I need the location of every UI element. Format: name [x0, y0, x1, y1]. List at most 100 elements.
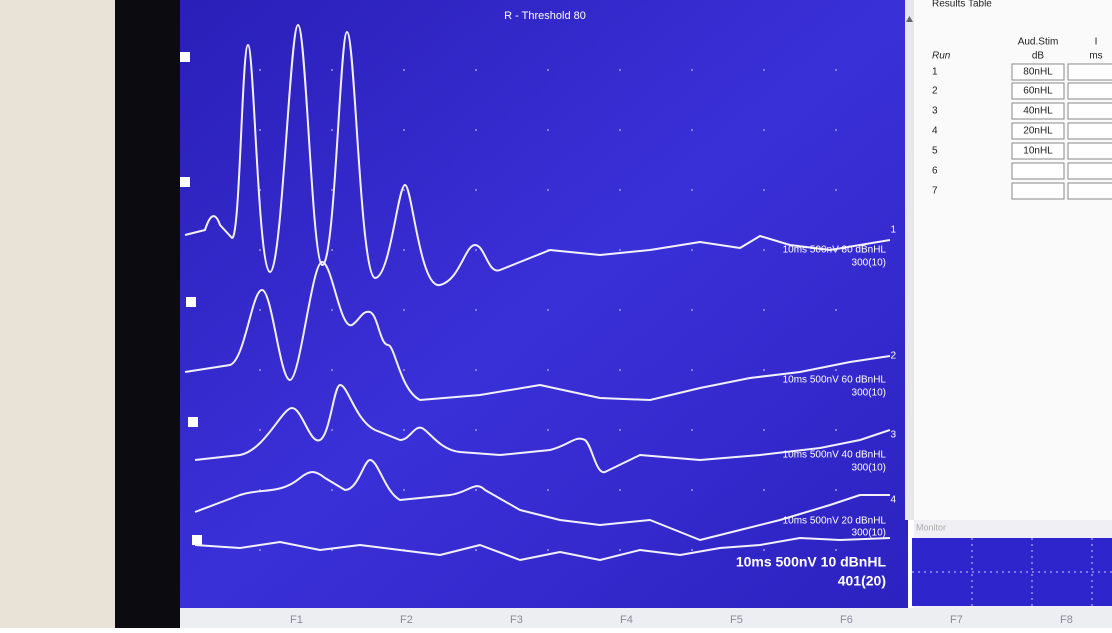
- grid-dot: [763, 129, 765, 131]
- cell: [1012, 183, 1064, 199]
- page: {"plot": {"title": "R - Threshold 80", "…: [0, 0, 1112, 628]
- grid-dot: [331, 189, 333, 191]
- grid-dot: [835, 489, 837, 491]
- grid-dot: [547, 129, 549, 131]
- grid-dot: [763, 429, 765, 431]
- grid-dot: [331, 369, 333, 371]
- grid-dot: [835, 369, 837, 371]
- function-key[interactable]: F5: [730, 614, 743, 626]
- grid-dot: [259, 429, 261, 431]
- grid-dot: [691, 129, 693, 131]
- grid-dot: [475, 489, 477, 491]
- grid-dot: [403, 309, 405, 311]
- grid-dot: [475, 549, 477, 551]
- grid-dot: [547, 309, 549, 311]
- grid-dot: [475, 429, 477, 431]
- results-title: Results Table: [932, 0, 992, 10]
- cell: [1068, 123, 1112, 139]
- grid-dot: [331, 489, 333, 491]
- stim-value: 60nHL: [1023, 86, 1053, 97]
- grid-dot: [763, 489, 765, 491]
- trace-label: 10ms 500nV 80 dBnHL: [783, 245, 887, 256]
- trace-count: 300(10): [852, 528, 886, 539]
- column-unit: ms: [1089, 51, 1102, 62]
- wall: [0, 0, 120, 628]
- grid-dot: [835, 309, 837, 311]
- run-number: 2: [932, 86, 938, 97]
- grid-dot: [547, 369, 549, 371]
- monitor-title: Monitor: [916, 522, 946, 532]
- grid-dot: [763, 69, 765, 71]
- grid-dot: [619, 69, 621, 71]
- grid-dot: [547, 489, 549, 491]
- cell: [1068, 64, 1112, 80]
- grid-dot: [403, 69, 405, 71]
- grid-dot: [331, 429, 333, 431]
- stim-value: 80nHL: [1023, 67, 1053, 78]
- trace-label: 10ms 500nV 40 dBnHL: [783, 450, 887, 461]
- stim-value: 40nHL: [1023, 106, 1053, 117]
- trace-number: 4: [890, 495, 896, 506]
- function-key[interactable]: F3: [510, 614, 523, 626]
- column-unit: dB: [1032, 51, 1045, 62]
- grid-dot: [619, 129, 621, 131]
- grid-dot: [403, 489, 405, 491]
- grid-dot: [691, 69, 693, 71]
- bezel: [115, 0, 185, 628]
- trace-number: 2: [890, 351, 896, 362]
- grid-dot: [763, 249, 765, 251]
- grid-dot: [835, 429, 837, 431]
- trace-label: 10ms 500nV 60 dBnHL: [783, 375, 887, 386]
- grid-dot: [259, 309, 261, 311]
- grid-dot: [547, 429, 549, 431]
- grid-dot: [475, 309, 477, 311]
- grid-dot: [619, 549, 621, 551]
- grid-dot: [619, 309, 621, 311]
- screen-photo: R - Threshold 80 1 10ms 500nV 80 dBnHL 3…: [0, 0, 1112, 628]
- column-header: I: [1095, 37, 1098, 48]
- trace-count: 300(10): [852, 388, 886, 399]
- function-key[interactable]: F1: [290, 614, 303, 626]
- run-number: 6: [932, 166, 938, 177]
- scrollbar[interactable]: [905, 0, 914, 520]
- cell: [1012, 163, 1064, 179]
- grid-dot: [475, 249, 477, 251]
- cell: [1068, 163, 1112, 179]
- run-number: 1: [932, 67, 938, 78]
- function-key[interactable]: F7: [950, 614, 963, 626]
- grid-dot: [403, 369, 405, 371]
- trace-number: 1: [890, 225, 896, 236]
- plot-title: R - Threshold 80: [504, 10, 586, 22]
- grid-dot: [763, 309, 765, 311]
- grid-dot: [403, 129, 405, 131]
- grid-dot: [835, 189, 837, 191]
- function-key[interactable]: F8: [1060, 614, 1073, 626]
- grid-dot: [619, 189, 621, 191]
- grid-dot: [691, 489, 693, 491]
- run-number: 7: [932, 186, 938, 197]
- grid-dot: [763, 369, 765, 371]
- function-key[interactable]: F4: [620, 614, 633, 626]
- trace-label: 10ms 500nV 10 dBnHL: [736, 554, 887, 570]
- grid-dot: [619, 429, 621, 431]
- trace-count: 300(10): [852, 258, 886, 269]
- grid-dot: [691, 549, 693, 551]
- trace-label: 10ms 500nV 20 dBnHL: [783, 516, 887, 527]
- run-number: 4: [932, 126, 938, 137]
- grid-dot: [835, 549, 837, 551]
- grid-dot: [547, 549, 549, 551]
- grid-dot: [619, 489, 621, 491]
- grid-dot: [763, 549, 765, 551]
- grid-dot: [835, 129, 837, 131]
- grid-dot: [403, 189, 405, 191]
- grid-dot: [403, 429, 405, 431]
- grid-dot: [691, 189, 693, 191]
- function-key[interactable]: F6: [840, 614, 853, 626]
- cell: [1068, 83, 1112, 99]
- grid-dot: [259, 249, 261, 251]
- grid-dot: [691, 309, 693, 311]
- function-key[interactable]: F2: [400, 614, 413, 626]
- grid-dot: [691, 429, 693, 431]
- function-bar: [180, 608, 1112, 628]
- grid-dot: [259, 69, 261, 71]
